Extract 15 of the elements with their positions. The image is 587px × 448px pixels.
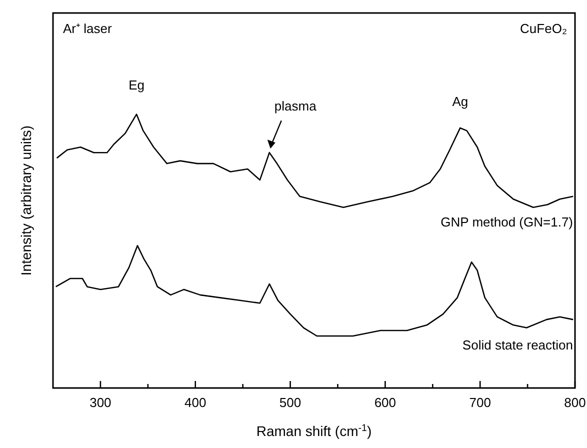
annotation: plasma bbox=[274, 98, 318, 114]
x-tick-label: 700 bbox=[469, 395, 491, 410]
x-tick-label: 400 bbox=[184, 395, 206, 410]
text: CuFeO₂ bbox=[520, 21, 567, 36]
text: Ar⁺ laser bbox=[63, 21, 112, 36]
x-tick-label: 500 bbox=[279, 395, 302, 410]
x-tick-label: 600 bbox=[374, 395, 396, 410]
x-tick-label: 800 bbox=[564, 395, 586, 410]
series-label: GNP method (GN=1.7) bbox=[440, 214, 573, 230]
y-axis-title: Intensity (arbitrary units) bbox=[18, 125, 34, 276]
series-label: Solid state reaction bbox=[462, 338, 573, 353]
x-axis-title: Raman shift (cm$^{-1}$) bbox=[256, 422, 372, 439]
annotation: Eg bbox=[128, 77, 144, 92]
annotation: Ag bbox=[452, 94, 468, 109]
x-tick-label: 300 bbox=[90, 395, 112, 410]
